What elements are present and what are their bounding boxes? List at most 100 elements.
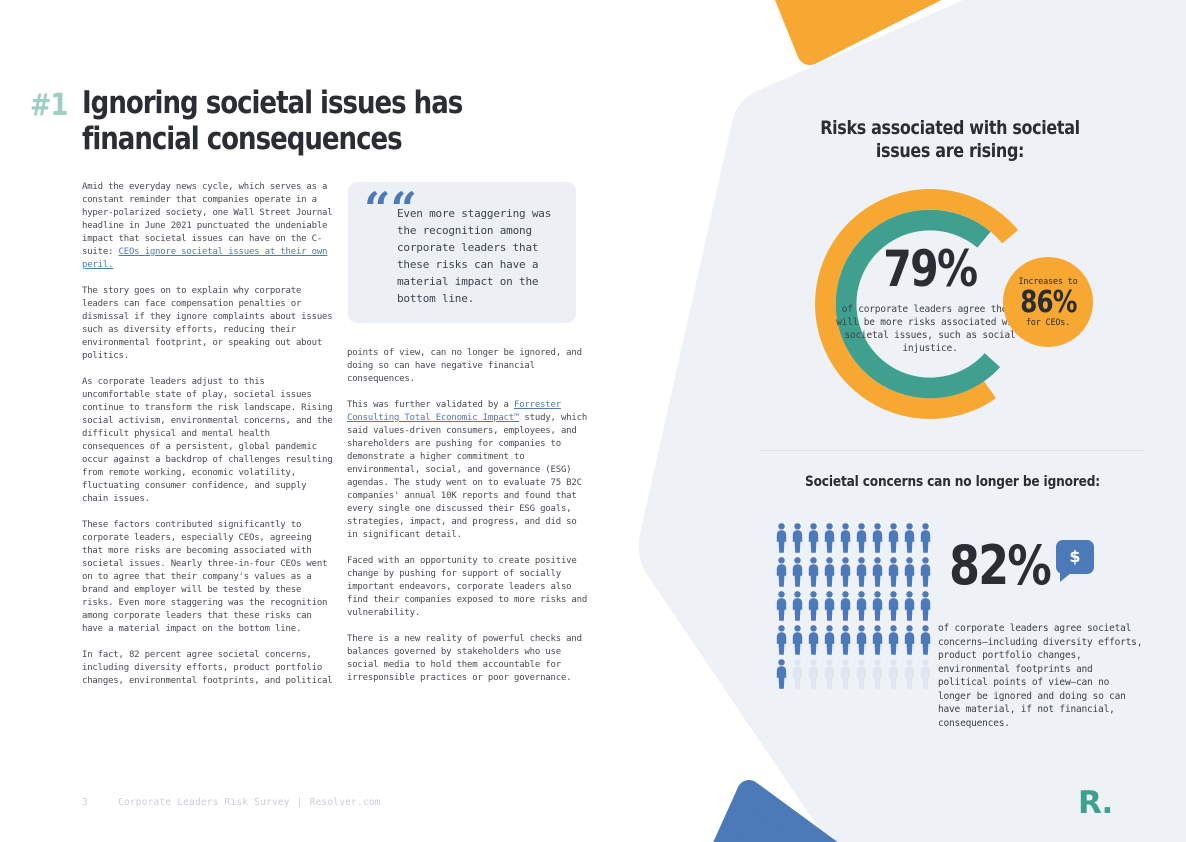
text-run: This was further validated by a bbox=[347, 400, 514, 410]
increase-callout-badge: Increases to 86% for CEOs. bbox=[1003, 257, 1093, 347]
person-icon bbox=[888, 557, 899, 587]
person-icon bbox=[792, 591, 803, 621]
resolver-logo: R. bbox=[1078, 785, 1113, 821]
person-icon bbox=[856, 659, 867, 689]
person-icon bbox=[792, 659, 803, 689]
person-icon bbox=[840, 591, 851, 621]
donut-center-label: 79% of corporate leaders agree there wil… bbox=[815, 243, 1045, 355]
person-icon bbox=[872, 591, 883, 621]
donut-orange-arc bbox=[815, 189, 1019, 419]
person-icon bbox=[808, 659, 819, 689]
page-title-line2: financial consequences bbox=[82, 121, 403, 157]
donut-chart bbox=[815, 189, 1019, 419]
orange-triangle-shape bbox=[774, 0, 942, 65]
person-icon bbox=[920, 523, 931, 553]
person-icon bbox=[840, 625, 851, 655]
section-number: #1 bbox=[30, 88, 68, 123]
left-text-column: Amid the everyday news cycle, which serv… bbox=[82, 181, 334, 701]
person-icon bbox=[904, 625, 915, 655]
dollar-bubble-icon: $ bbox=[1056, 540, 1094, 582]
person-icon bbox=[824, 557, 835, 587]
person-icon bbox=[808, 591, 819, 621]
person-icon bbox=[792, 557, 803, 587]
footer-survey-title: Corporate Leaders Risk Survey bbox=[118, 797, 290, 808]
section-divider bbox=[760, 450, 1145, 451]
text-run: points of view, can no longer be ignored… bbox=[347, 348, 582, 384]
pictogram-value: 82% bbox=[949, 534, 1052, 597]
middle-text-column: points of view, can no longer be ignored… bbox=[347, 347, 589, 698]
person-icon bbox=[872, 659, 883, 689]
person-icon bbox=[904, 557, 915, 587]
person-icon bbox=[872, 523, 883, 553]
footer-separator: | bbox=[296, 797, 303, 808]
person-icon bbox=[872, 557, 883, 587]
badge-label: Increases to bbox=[1018, 277, 1078, 287]
page-number: 3 bbox=[82, 797, 88, 808]
person-icon bbox=[904, 591, 915, 621]
person-icon bbox=[808, 523, 819, 553]
person-icon bbox=[840, 523, 851, 553]
people-pictogram bbox=[775, 523, 937, 689]
person-icon bbox=[824, 523, 835, 553]
page-title: Ignoring societal issues has financial c… bbox=[82, 85, 535, 157]
paragraph: points of view, can no longer be ignored… bbox=[347, 347, 589, 386]
text-link[interactable]: Forrester Consulting Total Economic Impa… bbox=[347, 400, 561, 423]
paragraph: This was further validated by a Forreste… bbox=[347, 399, 589, 542]
person-icon bbox=[840, 557, 851, 587]
paragraph: The story goes on to explain why corpora… bbox=[82, 285, 334, 363]
person-icon bbox=[776, 625, 787, 655]
person-icon bbox=[792, 625, 803, 655]
paragraph: These factors contributed significantly … bbox=[82, 519, 334, 636]
badge-value: 86% bbox=[1019, 285, 1077, 320]
page-title-line1: Ignoring societal issues has bbox=[82, 85, 463, 121]
person-icon bbox=[856, 523, 867, 553]
person-icon bbox=[920, 625, 931, 655]
text-run: As corporate leaders adjust to this unco… bbox=[82, 377, 333, 504]
person-icon bbox=[824, 625, 835, 655]
text-run: In fact, 82 percent agree societal conce… bbox=[82, 650, 333, 686]
paragraph: In fact, 82 percent agree societal conce… bbox=[82, 649, 334, 688]
person-icon bbox=[904, 659, 915, 689]
paragraph: Amid the everyday news cycle, which serv… bbox=[82, 181, 334, 272]
person-icon bbox=[888, 591, 899, 621]
donut-teal-arc bbox=[835, 209, 1001, 399]
person-icon bbox=[872, 625, 883, 655]
donut-value: 79% bbox=[883, 240, 978, 298]
footer-site: Resolver.com bbox=[309, 797, 381, 808]
text-run: Faced with an opportunity to create posi… bbox=[347, 556, 588, 618]
person-icon bbox=[776, 591, 787, 621]
donut-description: of corporate leaders agree there will be… bbox=[836, 304, 1024, 354]
person-icon bbox=[888, 523, 899, 553]
text-run: The story goes on to explain why corpora… bbox=[82, 286, 333, 361]
blue-triangle-shape bbox=[713, 780, 838, 842]
text-run: Amid the everyday news cycle, which serv… bbox=[82, 182, 333, 257]
person-icon bbox=[856, 625, 867, 655]
donut-chart-title: Risks associated with societal issues ar… bbox=[820, 117, 1080, 162]
person-icon bbox=[776, 557, 787, 587]
person-icon bbox=[888, 659, 899, 689]
person-icon bbox=[840, 659, 851, 689]
text-run: There is a new reality of powerful check… bbox=[347, 634, 582, 683]
person-icon bbox=[792, 523, 803, 553]
pull-quote-box: ““ Even more staggering was the recognit… bbox=[348, 182, 576, 323]
person-icon bbox=[888, 625, 899, 655]
text-link[interactable]: CEOs ignore societal issues at their own… bbox=[82, 247, 328, 270]
pull-quote-text: Even more staggering was the recognition… bbox=[397, 207, 552, 305]
paragraph: Faced with an opportunity to create posi… bbox=[347, 555, 589, 620]
person-icon bbox=[856, 591, 867, 621]
person-icon bbox=[920, 557, 931, 587]
person-icon bbox=[904, 523, 915, 553]
person-icon bbox=[776, 523, 787, 553]
pictogram-title: Societal concerns can no longer be ignor… bbox=[804, 474, 1101, 490]
paragraph: As corporate leaders adjust to this unco… bbox=[82, 376, 334, 506]
text-run: These factors contributed significantly … bbox=[82, 520, 328, 634]
badge-sublabel: for CEOs. bbox=[1025, 318, 1071, 328]
person-icon bbox=[824, 591, 835, 621]
page-footer: 3 Corporate Leaders Risk Survey | Resolv… bbox=[82, 797, 381, 808]
pictogram-description: of corporate leaders agree societal conc… bbox=[938, 623, 1143, 729]
person-icon bbox=[776, 659, 787, 689]
person-icon bbox=[920, 659, 931, 689]
person-icon bbox=[808, 557, 819, 587]
person-icon bbox=[856, 557, 867, 587]
